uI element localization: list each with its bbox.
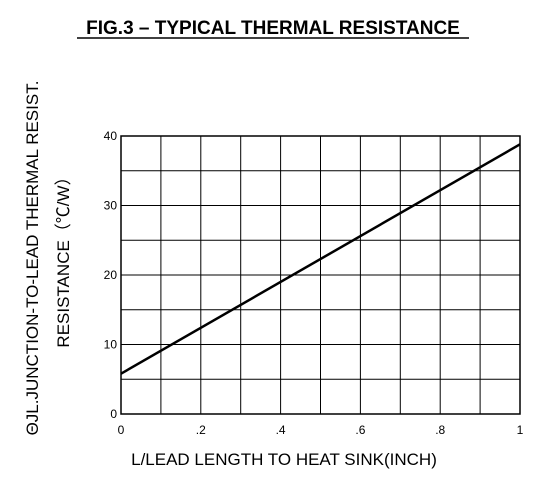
chart-title: FIG.3 – TYPICAL THERMAL RESISTANCE <box>86 18 460 39</box>
x-tick-label: .8 <box>435 423 445 437</box>
x-axis-label: L/LEAD LENGTH TO HEAT SINK(INCH) <box>131 450 437 469</box>
y-tick-label: 40 <box>104 129 118 143</box>
y-axis-label-line-2: RESISTANCE（℃/W） <box>54 168 73 347</box>
y-tick-label: 20 <box>104 268 118 282</box>
y-tick-label: 10 <box>104 338 118 352</box>
y-tick-label: 0 <box>110 407 117 421</box>
y-tick-label: 30 <box>104 199 118 213</box>
series-line <box>120 143 521 375</box>
series-layer <box>120 143 521 375</box>
x-tick-label: 0 <box>118 423 125 437</box>
x-tick-label: .4 <box>276 423 286 437</box>
x-tick-label: 1 <box>517 423 524 437</box>
x-tick-label: .2 <box>196 423 206 437</box>
y-axis-label-line-1: ΘJL.JUNCTION-TO-LEAD THERMAL RESIST. <box>23 81 42 436</box>
grid <box>120 135 521 415</box>
x-tick-label: .6 <box>355 423 365 437</box>
plot-frame <box>120 135 521 415</box>
